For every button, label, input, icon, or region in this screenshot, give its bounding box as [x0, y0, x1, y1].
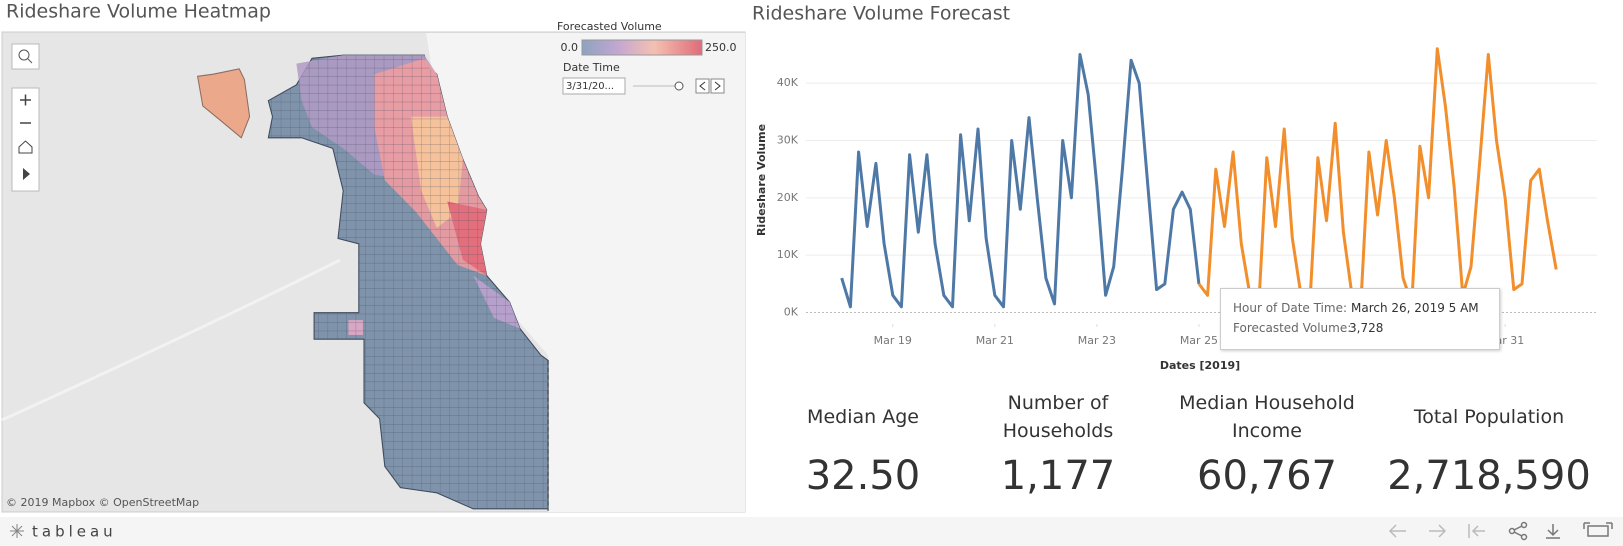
download[interactable] [1546, 524, 1560, 539]
x-tick-label: Mar 21 [976, 334, 1014, 347]
fullscreen[interactable] [1583, 522, 1613, 537]
pan-button[interactable] [23, 168, 30, 180]
y-axis-title: Rideshare Volume [755, 124, 768, 236]
kpi-value: 60,767 [1197, 453, 1337, 499]
ohare [196, 68, 251, 139]
road [1, 258, 341, 422]
tooltip-key: Hour of Date Time: [1233, 301, 1348, 315]
legend-max: 250.0 [705, 41, 737, 54]
heatmap-title: Rideshare Volume Heatmap [6, 1, 271, 23]
tooltip-key: Forecasted Volume: [1233, 321, 1352, 335]
filter-title: Date Time [563, 61, 620, 74]
kpi-value: 32.50 [805, 453, 921, 499]
legend-title: Forecasted Volume [557, 20, 662, 33]
map: Forecasted Volume 0.0 250.0 Date Time 3/… [1, 20, 746, 513]
y-tick-label: 0K [784, 306, 799, 319]
redo[interactable] [1429, 524, 1447, 538]
x-tick-label: Mar 23 [1078, 334, 1116, 347]
map-credit: © 2019 Mapbox © OpenStreetMap [6, 496, 199, 509]
map-controls [11, 43, 40, 192]
kpi: Median Household Income 60,767 [1162, 387, 1372, 499]
y-tick-label: 30K [777, 133, 799, 146]
slider-handle[interactable] [674, 81, 684, 91]
kpi-label: Median Household Income [1179, 392, 1355, 442]
prev-button[interactable] [695, 78, 710, 94]
next-icon [714, 81, 721, 91]
kpi: Number of Households 1,177 [953, 387, 1163, 499]
home-button[interactable] [18, 140, 33, 154]
kpi-value: 2,718,590 [1387, 453, 1591, 499]
brand-mark [10, 524, 24, 538]
tooltip-value: March 26, 2019 5 AM [1351, 301, 1479, 315]
x-tick-label: Mar 19 [874, 334, 912, 347]
forecast-title: Rideshare Volume Forecast [752, 3, 1010, 25]
tooltip-value: 3,728 [1349, 321, 1384, 335]
x-axis-title: Dates [2019] [1160, 359, 1240, 372]
toolbar-buttons [1388, 521, 1613, 541]
prev-icon [699, 81, 706, 91]
y-tick-label: 10K [777, 248, 799, 261]
zoom-in[interactable] [20, 94, 31, 106]
kpi: Median Age 32.50 [758, 387, 968, 499]
kpi-label: Total Population [1413, 406, 1565, 428]
brand: tableau [32, 523, 117, 541]
lake [426, 33, 745, 512]
tooltip: Hour of Date Time: March 26, 2019 5 AM For… [1220, 288, 1500, 350]
search-button[interactable] [11, 43, 40, 70]
search-icon [27, 58, 33, 64]
toolbar [0, 517, 1623, 546]
search-icon [18, 49, 30, 61]
undo[interactable] [1388, 524, 1406, 538]
map-legend: Forecasted Volume 0.0 250.0 Date Time 3/… [557, 20, 737, 95]
legend-gradient [581, 39, 703, 56]
share[interactable] [1508, 521, 1528, 541]
next-button[interactable] [710, 78, 725, 94]
kpi-value: 1,177 [1000, 453, 1116, 499]
city [196, 54, 549, 511]
legend-min: 0.0 [561, 41, 579, 54]
filter-value: 3/31/20... [566, 81, 614, 92]
kpi-label: Median Age [807, 406, 919, 428]
y-tick-label: 20K [777, 191, 799, 204]
filter-input[interactable] [562, 77, 626, 95]
tract-lines [268, 55, 549, 509]
footer: tableau [0, 517, 1623, 546]
kpi: Total Population 2,718,590 [1384, 387, 1594, 499]
revert[interactable] [1468, 524, 1485, 538]
series-line [1197, 47, 1558, 309]
x-tick-label: Mar 25 [1180, 334, 1218, 347]
y-tick-label: 40K [777, 76, 799, 89]
kpi-label: Number of Households [1002, 392, 1114, 442]
series-line [840, 53, 1201, 309]
